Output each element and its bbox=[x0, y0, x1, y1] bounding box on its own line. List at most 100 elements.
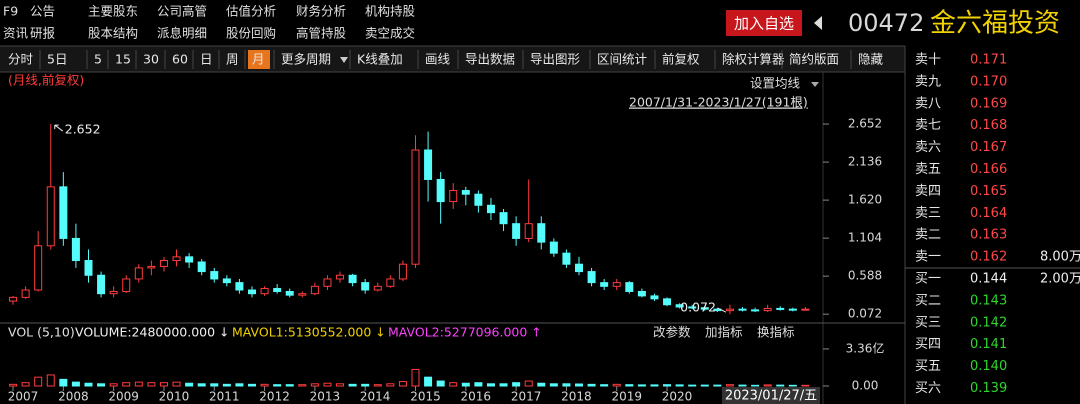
volume-bar bbox=[273, 384, 282, 387]
volume-bar bbox=[549, 383, 558, 387]
volume-bar bbox=[474, 382, 483, 387]
volume-bar bbox=[788, 384, 797, 387]
orderbook-level: 卖一 bbox=[915, 250, 941, 265]
menu-item[interactable]: 机构持股 bbox=[365, 4, 416, 19]
cursor-date: 2023/01/27/五 bbox=[725, 389, 817, 404]
candle-body bbox=[273, 288, 282, 292]
toolbar-item[interactable]: K线叠加 bbox=[357, 52, 403, 67]
add-watchlist-button[interactable] bbox=[726, 10, 802, 36]
orderbook-price: 0.140 bbox=[970, 359, 1007, 374]
x-tick-label: 2020 bbox=[662, 390, 693, 404]
volume-header: MAVOL1:5130552.000 ↓ bbox=[232, 325, 386, 340]
toolbar-item[interactable]: 15 bbox=[115, 52, 131, 67]
orderbook-price: 0.165 bbox=[970, 184, 1007, 199]
orderbook-level: 买四 bbox=[915, 337, 941, 352]
x-tick-label: 2007 bbox=[8, 390, 39, 404]
range-label: 2007/1/31-2023/1/27(191根) bbox=[629, 95, 808, 110]
menu-item[interactable]: 主要股东 bbox=[88, 4, 138, 19]
toolbar-item[interactable]: 日 bbox=[200, 52, 213, 67]
menu-item[interactable]: 高管持股 bbox=[296, 26, 347, 41]
candle-body bbox=[461, 190, 470, 195]
orderbook-level: 卖十 bbox=[915, 53, 941, 68]
candle-body bbox=[663, 298, 672, 306]
volume-bar bbox=[801, 384, 810, 387]
x-tick-label: 2013 bbox=[310, 390, 341, 404]
menu-item[interactable]: 卖空成交 bbox=[365, 26, 415, 41]
menu-item[interactable]: 股份回购 bbox=[226, 26, 276, 41]
volume-bar bbox=[725, 384, 734, 387]
volume-bar bbox=[122, 382, 131, 387]
orderbook-level: 卖七 bbox=[915, 118, 941, 133]
indicator-button[interactable]: 换指标 bbox=[757, 325, 795, 340]
toolbar-item[interactable]: 导出数据 bbox=[465, 52, 515, 67]
menu-item[interactable]: 公司高管 bbox=[157, 4, 207, 19]
low-arrow bbox=[717, 307, 727, 313]
ma-setting[interactable]: 设置均线 bbox=[750, 76, 801, 91]
toolbar-item[interactable]: 60 bbox=[172, 52, 188, 67]
toolbar-item[interactable]: 月 bbox=[252, 52, 265, 67]
indicator-button[interactable]: 改参数 bbox=[653, 325, 691, 340]
candle-body bbox=[788, 308, 797, 311]
menu-item[interactable]: 股本结构 bbox=[88, 26, 138, 41]
candle-body bbox=[637, 290, 646, 297]
x-tick-label: 2019 bbox=[611, 390, 642, 404]
prev-arrow[interactable] bbox=[814, 16, 822, 30]
candle-body bbox=[97, 274, 106, 295]
toolbar-item[interactable]: 分时 bbox=[8, 52, 34, 67]
orderbook-volume: 8.00万 bbox=[1040, 250, 1080, 265]
candle-body bbox=[59, 186, 68, 239]
candle-body bbox=[210, 271, 219, 280]
candle-body bbox=[486, 204, 495, 214]
menu-item[interactable]: 研报 bbox=[30, 26, 56, 41]
indicator-button[interactable]: 加指标 bbox=[705, 325, 743, 340]
toolbar-item[interactable]: 更多周期 bbox=[281, 52, 331, 67]
orderbook-level: 买一 bbox=[915, 272, 941, 287]
menu-item[interactable]: 财务分析 bbox=[296, 4, 346, 19]
candle-body bbox=[147, 265, 156, 269]
candle-body bbox=[122, 278, 131, 292]
orderbook-price: 0.139 bbox=[970, 381, 1007, 396]
volume-bar bbox=[147, 382, 156, 387]
volume-bar bbox=[461, 382, 470, 387]
orderbook-level: 买三 bbox=[915, 315, 941, 330]
toolbar-item[interactable]: 简约版面 bbox=[789, 52, 839, 67]
candle-body bbox=[361, 282, 370, 291]
volume-header: MAVOL2:5277096.000 ↑ bbox=[388, 325, 542, 340]
volume-bar bbox=[46, 374, 55, 387]
orderbook-price: 0.171 bbox=[970, 53, 1007, 68]
toolbar-item[interactable]: 5日 bbox=[47, 52, 67, 67]
cursor-box bbox=[722, 387, 820, 404]
x-tick-label: 2017 bbox=[511, 390, 542, 404]
toolbar-item[interactable]: 画线 bbox=[425, 52, 451, 67]
toolbar-item[interactable]: 前复权 bbox=[662, 52, 700, 67]
x-tick-label: 2010 bbox=[159, 390, 190, 404]
orderbook-level: 买五 bbox=[915, 359, 941, 374]
menu-item[interactable]: 公告 bbox=[30, 4, 55, 19]
menu-item[interactable]: 派息明细 bbox=[157, 26, 207, 41]
volume-header: VOL (5,10) bbox=[8, 325, 75, 340]
toolbar-item[interactable]: 除权计算器 bbox=[722, 52, 785, 67]
volume-bar bbox=[336, 383, 345, 387]
candle-body bbox=[373, 285, 382, 291]
menu-item[interactable]: 估值分析 bbox=[226, 4, 276, 19]
toolbar-item[interactable]: 导出图形 bbox=[530, 52, 581, 67]
add-watchlist-label[interactable]: 加入自选 bbox=[734, 15, 794, 33]
candle-body bbox=[185, 256, 194, 263]
volume-bar bbox=[210, 383, 219, 387]
candle-body bbox=[587, 271, 596, 284]
toolbar-item[interactable]: 5 bbox=[94, 52, 102, 67]
volume-bar bbox=[373, 384, 382, 387]
volume-bar bbox=[776, 384, 785, 387]
candle-body bbox=[348, 274, 357, 284]
toolbar-item[interactable]: 30 bbox=[143, 52, 159, 67]
menu-item[interactable]: F9 bbox=[3, 4, 18, 19]
candle-body bbox=[612, 282, 621, 287]
toolbar-item[interactable]: 周 bbox=[226, 52, 239, 67]
volume-bar bbox=[260, 383, 269, 387]
candle-body bbox=[323, 278, 332, 287]
candle-body bbox=[336, 274, 345, 280]
toolbar-item[interactable]: 隐藏 bbox=[858, 52, 884, 67]
toolbar-item[interactable]: 区间统计 bbox=[597, 52, 647, 67]
x-tick-label: 2009 bbox=[108, 390, 139, 404]
menu-item[interactable]: 资讯 bbox=[3, 26, 29, 41]
